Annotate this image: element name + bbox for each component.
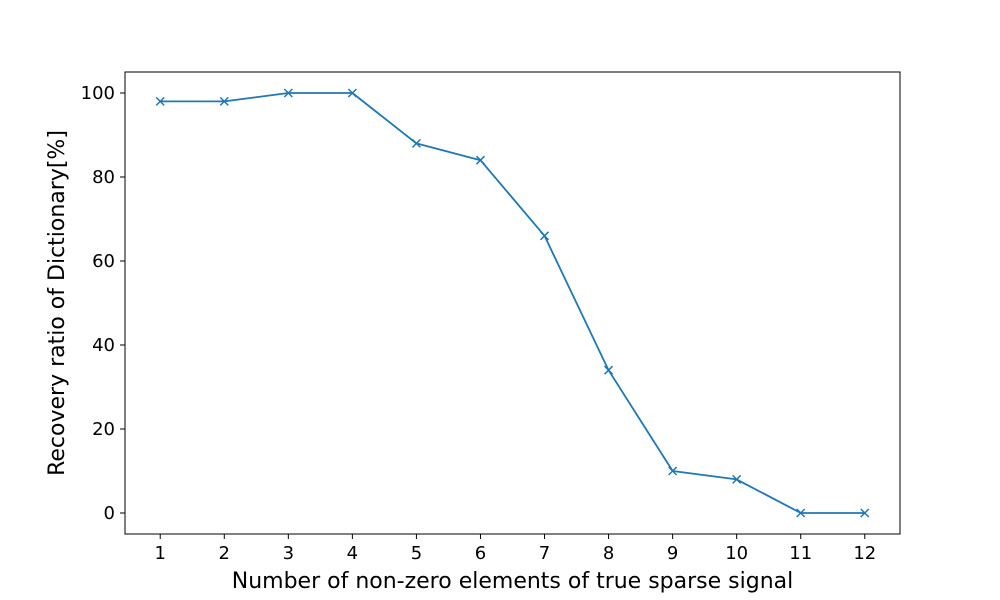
data-point-marker [604, 365, 614, 375]
data-point-marker [796, 508, 806, 518]
x-tick-label: 12 [853, 543, 876, 564]
x-tick-label: 7 [539, 543, 550, 564]
data-point-marker [155, 96, 165, 106]
data-point-marker [347, 88, 357, 98]
data-point-marker [411, 138, 421, 148]
y-tick-label: 20 [92, 419, 115, 440]
x-tick-label: 4 [347, 543, 358, 564]
y-axis-label: Recovery ratio of Dictionary[%] [45, 130, 70, 476]
data-point-marker [219, 96, 229, 106]
x-tick-label: 6 [475, 543, 486, 564]
y-tick-label: 0 [104, 503, 115, 524]
x-axis-label: Number of non-zero elements of true spar… [232, 569, 793, 594]
x-tick-label: 2 [219, 543, 230, 564]
x-tick-label: 8 [603, 543, 614, 564]
series-line [160, 92, 865, 514]
data-point-marker [668, 466, 678, 476]
data-point-marker [732, 474, 742, 484]
y-tick-label: 80 [92, 167, 115, 188]
y-tick-label: 60 [92, 251, 115, 272]
y-tick-label: 100 [81, 83, 115, 104]
data-point-marker [475, 155, 486, 165]
y-ticks: 0 20 40 60 80 100 [81, 83, 125, 524]
x-ticks: 1 2 3 4 5 6 7 8 9 10 11 12 [155, 534, 876, 564]
plot-frame [124, 71, 901, 535]
x-tick-label: 5 [411, 543, 422, 564]
x-tick-label: 9 [667, 543, 678, 564]
x-tick-label: 10 [725, 543, 748, 564]
y-tick-label: 40 [92, 335, 115, 356]
data-series [155, 88, 870, 518]
data-point-marker [283, 88, 293, 98]
data-point-marker [860, 508, 870, 518]
data-point-marker [539, 231, 550, 241]
x-tick-label: 11 [789, 543, 812, 564]
x-tick-label: 3 [283, 543, 294, 564]
x-tick-label: 1 [155, 543, 166, 564]
